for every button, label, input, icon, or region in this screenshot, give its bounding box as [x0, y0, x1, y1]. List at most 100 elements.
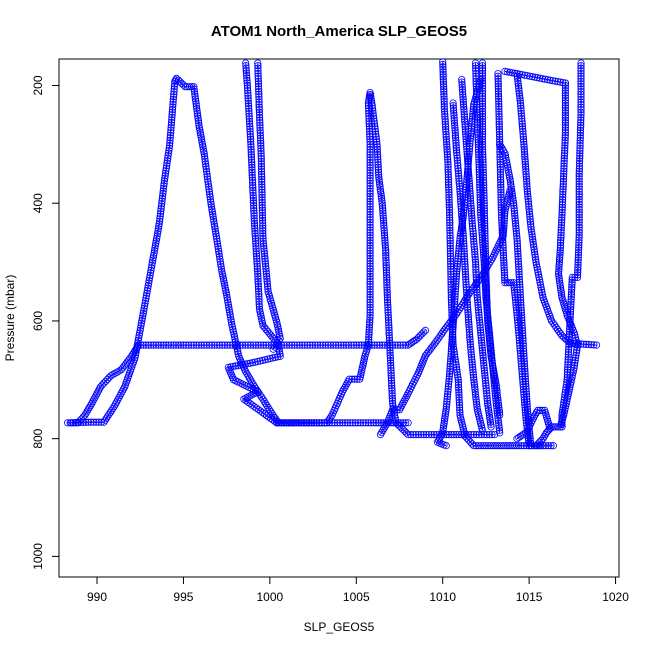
data-point: [382, 256, 390, 264]
data-point: [464, 311, 472, 319]
data-point: [256, 116, 264, 124]
data-point: [534, 406, 542, 414]
data-point: [462, 286, 471, 294]
data-point: [567, 303, 575, 311]
data-point: [439, 73, 447, 81]
data-point: [447, 296, 455, 304]
data-point: [365, 335, 373, 344]
data-point: [258, 178, 266, 186]
data-point: [248, 161, 256, 169]
data-point: [195, 121, 203, 130]
x-tick-label: 1010: [429, 590, 456, 604]
data-point: [249, 194, 257, 202]
data-point: [494, 72, 502, 80]
data-point: [256, 307, 264, 316]
data-point: [554, 270, 563, 278]
data-point: [288, 419, 296, 427]
data-point: [495, 421, 503, 429]
data-point: [564, 358, 572, 366]
data-point: [497, 188, 505, 196]
data-point: [211, 225, 219, 233]
data-point: [468, 440, 476, 448]
data-point: [513, 240, 521, 248]
data-point: [182, 341, 190, 349]
data-point: [481, 376, 489, 385]
data-point: [561, 134, 569, 142]
data-point: [558, 206, 566, 214]
data-point: [516, 288, 524, 296]
data-point: [461, 260, 469, 268]
data-point: [246, 359, 254, 367]
data-point: [451, 353, 459, 361]
data-point: [119, 385, 128, 393]
data-line: [442, 61, 540, 447]
data-point: [458, 212, 466, 220]
data-point: [533, 74, 542, 82]
data-point: [258, 186, 266, 194]
data-point: [366, 208, 374, 216]
data-point: [485, 329, 493, 338]
data-point: [479, 168, 487, 177]
data-point: [248, 168, 256, 176]
data-point: [154, 225, 162, 233]
data-point: [488, 359, 496, 368]
data-point: [245, 112, 253, 120]
data-point: [534, 268, 542, 276]
data-point: [257, 160, 265, 168]
data-point: [455, 386, 463, 394]
data-point: [560, 159, 568, 168]
data-point: [263, 280, 271, 288]
data-point: [521, 150, 529, 158]
data-point: [365, 333, 373, 341]
data-point: [516, 293, 525, 301]
data-point: [141, 299, 149, 307]
data-point: [251, 234, 260, 243]
data-point: [223, 291, 231, 299]
data-point: [458, 78, 466, 86]
data-point: [561, 82, 570, 90]
data-point: [503, 159, 511, 167]
data-point: [475, 430, 483, 439]
data-point: [442, 403, 450, 411]
data-point: [258, 319, 267, 327]
data-point: [575, 234, 583, 242]
data-point: [378, 197, 386, 205]
data-point: [258, 209, 266, 217]
data-point: [470, 245, 479, 253]
data-point: [497, 198, 505, 206]
data-point: [159, 341, 168, 349]
data-point: [434, 436, 443, 444]
data-point: [513, 232, 521, 240]
data-point: [575, 188, 583, 196]
data-point: [374, 153, 382, 161]
data-point: [582, 340, 590, 348]
data-point: [468, 219, 476, 228]
data-point: [252, 250, 260, 258]
data-point: [169, 103, 177, 111]
data-point: [556, 241, 565, 249]
data-point: [556, 78, 564, 86]
data-point: [525, 205, 533, 213]
data-point: [576, 136, 584, 145]
data-point: [383, 273, 391, 282]
data-line: [461, 79, 492, 427]
data-point: [444, 178, 453, 186]
data-point: [221, 281, 229, 290]
data-point: [366, 308, 374, 317]
data-point: [274, 353, 282, 361]
data-point: [498, 216, 506, 224]
data-point: [456, 408, 464, 417]
data-point: [242, 61, 250, 70]
data-point: [465, 177, 473, 185]
data-point: [521, 153, 529, 161]
data-point: [245, 374, 253, 382]
data-point: [462, 133, 470, 141]
data-point: [278, 419, 286, 427]
data-point: [439, 59, 447, 66]
data-point: [470, 430, 478, 439]
data-point: [380, 224, 388, 232]
data-point: [452, 144, 460, 152]
data-point: [456, 190, 464, 198]
data-point: [472, 273, 480, 281]
data-point: [248, 158, 256, 166]
